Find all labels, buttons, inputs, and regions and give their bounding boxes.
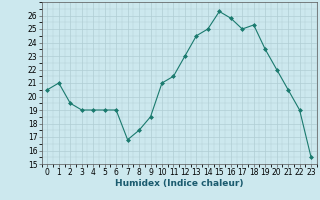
X-axis label: Humidex (Indice chaleur): Humidex (Indice chaleur) <box>115 179 244 188</box>
